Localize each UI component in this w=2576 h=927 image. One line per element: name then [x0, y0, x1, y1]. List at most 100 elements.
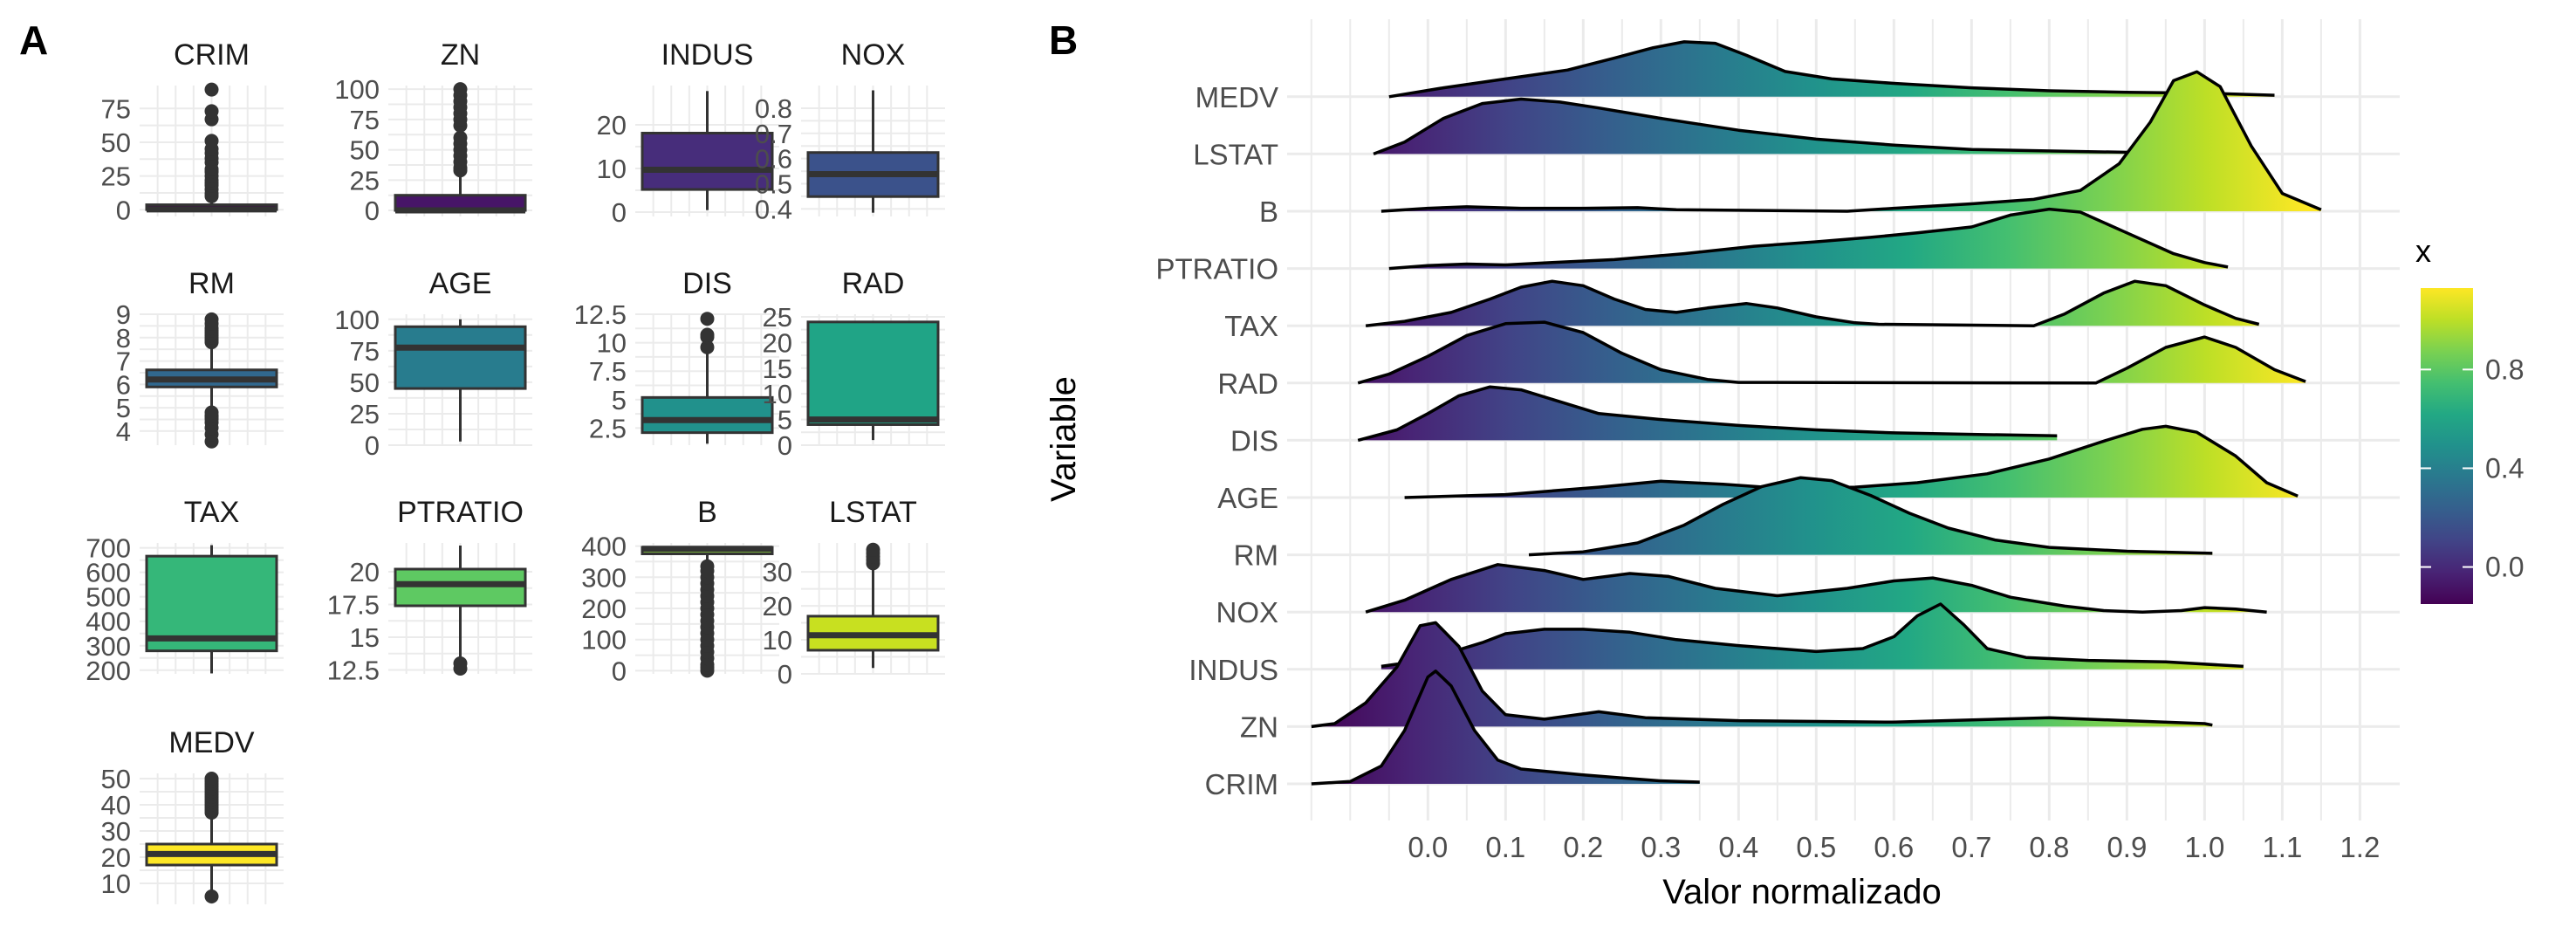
y-tick-label: 15 — [350, 622, 380, 653]
outlier-point — [453, 130, 468, 145]
legend-ticks: 0.0 0.4 0.8 — [2421, 354, 2524, 583]
outlier-point — [204, 405, 219, 420]
box — [394, 567, 527, 608]
y-tick-label-dis: DIS — [1230, 424, 1278, 457]
ridgeline-curves — [1311, 40, 2322, 786]
box — [806, 320, 940, 426]
facet-nox: NOX 0.40.50.60.70.8 — [755, 38, 945, 224]
ridge-fill-indus — [1380, 604, 2244, 670]
y-tick-label: 9 — [116, 299, 131, 330]
y-tick-label: 20 — [763, 591, 792, 621]
facet-title: NOX — [841, 38, 906, 72]
facet-title: DIS — [682, 267, 732, 300]
x-tick-label: 0.9 — [2107, 831, 2147, 863]
y-tick-label: 25 — [350, 165, 380, 196]
y-tick-label: 8 — [116, 323, 131, 354]
ridge-fill-zn — [1311, 622, 2213, 727]
y-tick-label-tax: TAX — [1224, 310, 1278, 342]
ridge-fill-rad — [1358, 322, 2306, 383]
outlier-point — [700, 312, 715, 326]
ridge-fill-nox — [1366, 564, 2267, 613]
y-tick-label: 0.4 — [755, 194, 792, 224]
boxplot-panel: CRIM0255075ZN0255075100INDUS01020NOX0.40… — [86, 38, 945, 904]
ridge-fill-medv — [1388, 41, 2275, 97]
y-tick-label-lstat: LSTAT — [1193, 138, 1278, 170]
y-tick-label-nox: NOX — [1216, 596, 1278, 628]
y-tick-label: 6 — [116, 369, 131, 400]
ridge-line-b — [1380, 70, 2322, 213]
x-tick-label: 0.8 — [2029, 831, 2069, 863]
y-tick-label: 25 — [763, 302, 792, 333]
ridgeline-panel: CRIM ZN INDUS NOX RM AGE DIS RAD TAX PTRATIO B LSTA… — [1045, 19, 2400, 911]
ridgeline-x-tick-labels: 0.0 0.1 0.2 0.3 0.4 0.5 0.6 0.7 0.8 0.9 1.0 1.1 1.2 — [1408, 831, 2380, 863]
y-tick-label: 0 — [612, 656, 627, 686]
y-tick-label: 0 — [778, 659, 792, 690]
facet-title: LSTAT — [829, 496, 917, 529]
facet-title: RAD — [842, 267, 905, 300]
legend-tick-label: 0.4 — [2485, 452, 2524, 484]
ridgeline-y-tick-labels: CRIM ZN INDUS NOX RM AGE DIS RAD TAX PTRATIO B LSTA… — [1155, 81, 1278, 800]
y-tick-label-b: B — [1259, 196, 1278, 228]
y-tick-label: 40 — [101, 790, 131, 821]
outlier-point — [204, 312, 219, 326]
x-tick-label: 0.4 — [1718, 831, 1758, 863]
y-tick-label: 20 — [101, 842, 131, 873]
y-tick-label: 0 — [116, 195, 131, 225]
y-tick-label: 10 — [101, 869, 131, 899]
box — [145, 554, 278, 653]
y-tick-label: 100 — [334, 74, 380, 105]
y-tick-label-rm: RM — [1234, 539, 1278, 572]
y-tick-label-medv: MEDV — [1196, 81, 1278, 113]
y-tick-label: 0 — [365, 430, 380, 461]
x-axis-title: Valor normalizado — [1662, 873, 1941, 911]
ridge-line-medv — [1388, 40, 2275, 99]
y-tick-label-crim: CRIM — [1205, 768, 1278, 800]
y-tick-label: 30 — [101, 816, 131, 847]
y-tick-label: 50 — [350, 135, 380, 166]
outlier-point — [204, 889, 219, 903]
box — [641, 395, 774, 435]
ridge-line-zn — [1311, 621, 2213, 729]
legend-colorbar — [2421, 288, 2473, 604]
y-tick-label: 5 — [612, 385, 627, 415]
panel-label-a: A — [19, 17, 48, 63]
y-tick-label: 17.5 — [327, 590, 380, 621]
ridge-fill-tax — [1366, 281, 2259, 326]
y-tick-label: 0 — [365, 196, 380, 226]
ridge-line-ptratio — [1388, 207, 2229, 271]
outlier-point — [204, 104, 219, 119]
y-tick-label: 7.5 — [589, 356, 627, 387]
x-tick-label: 1.0 — [2184, 831, 2224, 863]
x-tick-label: 0.2 — [1563, 831, 1603, 863]
x-tick-label: 0.7 — [1951, 831, 1991, 863]
outlier-point — [204, 82, 219, 97]
y-tick-label-zn: ZN — [1240, 711, 1278, 743]
facet-title: TAX — [184, 496, 240, 529]
y-tick-label: 100 — [334, 305, 380, 335]
facet-title: ZN — [441, 38, 480, 72]
y-tick-label: 10 — [763, 379, 792, 409]
y-tick-label: 20 — [350, 557, 380, 587]
y-tick-label: 700 — [86, 533, 131, 564]
ridge-line-crim — [1311, 670, 1700, 786]
y-tick-label: 50 — [350, 367, 380, 398]
ridge-fill-rm — [1529, 477, 2213, 555]
y-tick-label: 75 — [101, 93, 131, 124]
outlier-point — [453, 82, 468, 97]
facet-title: INDUS — [661, 38, 754, 72]
ridge-line-age — [1404, 424, 2299, 499]
y-tick-label: 25 — [101, 161, 131, 192]
y-tick-label: 12.5 — [574, 299, 627, 330]
y-tick-label-age: AGE — [1217, 482, 1278, 514]
y-tick-label: 25 — [350, 399, 380, 429]
facet-indus: INDUS 0 10 20 — [597, 38, 779, 228]
ridge-line-indus — [1380, 602, 2244, 669]
ridge-line-rm — [1528, 476, 2213, 557]
